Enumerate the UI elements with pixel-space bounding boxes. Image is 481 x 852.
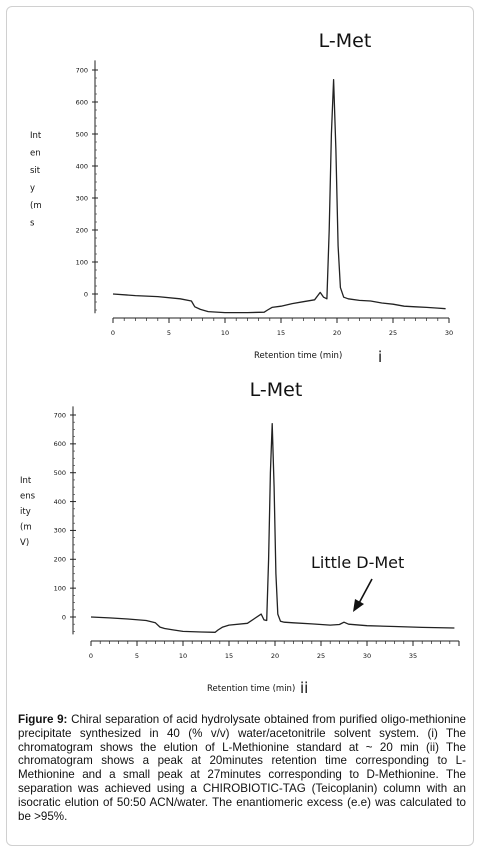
y-axis-label-line: (m [20,523,32,533]
chromatogram-trace [90,423,455,633]
y-tick-label: 300 [76,194,88,202]
y-axis-label-line: sit [30,166,41,176]
panel-label: i [378,348,382,366]
annotation-label: Little D-Met [311,553,404,572]
y-tick-label: 100 [54,584,66,592]
y-axis-label-line: Int [30,131,42,141]
y-tick-label: 500 [54,469,66,477]
y-axis-label-line: y [30,184,35,194]
y-tick-label: 0 [84,290,88,298]
x-tick-label: 30 [363,652,371,660]
y-tick-label: 600 [76,98,88,106]
y-tick-label: 200 [76,226,88,234]
y-axis-label-line: Int [20,476,32,486]
x-tick-label: 10 [179,652,187,660]
y-tick-label: 600 [54,440,66,448]
y-axis-label-line: ens [20,492,36,502]
y-tick-label: 0 [62,613,66,621]
x-tick-label: 20 [333,329,341,337]
y-tick-label: 400 [54,498,66,506]
x-tick-label: 25 [317,652,325,660]
x-tick-label: 10 [221,329,229,337]
y-tick-label: 100 [76,258,88,266]
panel-label: ii [300,679,308,697]
x-tick-label: 5 [167,329,171,337]
x-tick-label: 20 [271,652,279,660]
figure-caption: Figure 9: Chiral separation of acid hydr… [18,713,466,823]
chart-title: L-Met [250,379,303,401]
y-tick-label: 300 [54,527,66,535]
y-axis-label-line: ity [20,507,31,517]
x-tick-label: 30 [445,329,453,337]
y-tick-label: 700 [76,66,88,74]
y-tick-label: 200 [54,556,66,564]
x-axis-label: Retention time (min) [207,684,295,694]
caption-prefix: Figure 9: [18,713,68,726]
chromatogram-trace [112,78,446,314]
x-axis-label: Retention time (min) [254,351,342,361]
annotation-arrow-shaft [357,578,373,606]
x-tick-label: 15 [277,329,285,337]
caption-text: Chiral separation of acid hydrolysate ob… [18,713,466,823]
chart-title: L-Met [319,30,372,52]
y-axis-label-line: (m [30,201,42,211]
figure-frame [6,6,474,846]
y-tick-label: 400 [76,162,88,170]
y-axis-label-line: V) [20,538,29,548]
x-tick-label: 25 [389,329,397,337]
x-tick-label: 0 [111,329,115,337]
x-tick-label: 0 [89,652,93,660]
chromatogram-panel-i: L-Met 0 100 200 300 400 500 600 700 0 5 10 15 20 25 30 I… [30,30,453,366]
y-axis-label-line: s [30,219,35,229]
x-tick-label: 35 [409,652,417,660]
x-tick-label: 5 [135,652,139,660]
y-tick-label: 500 [76,130,88,138]
y-axis-label-line: en [30,149,41,159]
y-tick-label: 700 [54,411,66,419]
x-tick-label: 15 [225,652,233,660]
annotation-arrow-head [353,599,364,612]
